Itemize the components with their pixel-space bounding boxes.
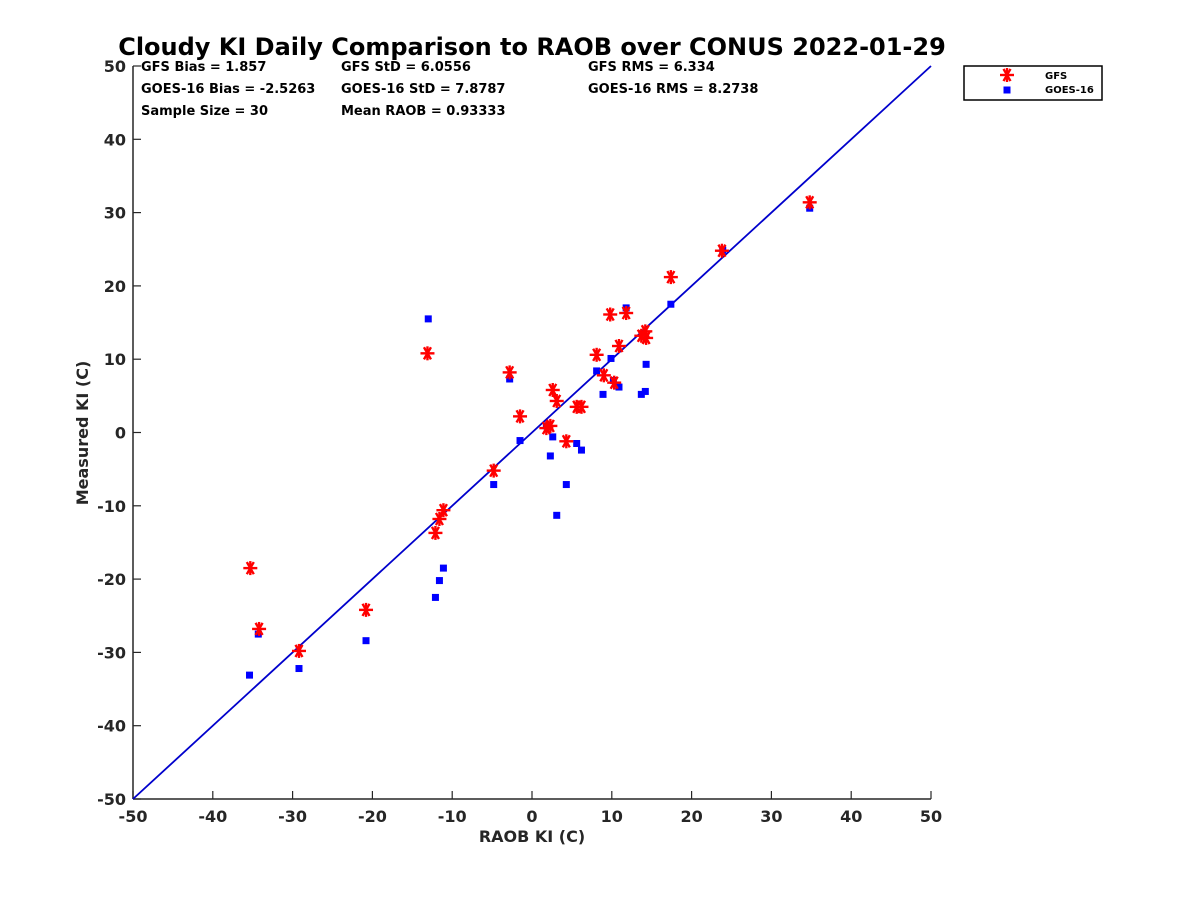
x-tick-label: -50 bbox=[119, 807, 148, 826]
gfs-point bbox=[502, 365, 517, 380]
reference-line-group bbox=[132, 65, 932, 800]
gfs-point bbox=[545, 382, 560, 397]
y-tick-label: 50 bbox=[104, 57, 126, 76]
stat-gfs-bias: GFS Bias = 1.857 bbox=[141, 60, 266, 75]
gfs-point bbox=[639, 330, 654, 345]
goes-16-point bbox=[667, 300, 675, 308]
gfs-point bbox=[543, 418, 558, 433]
legend-goes-symbol bbox=[1003, 86, 1011, 94]
x-tick-label: -40 bbox=[198, 807, 227, 826]
legend-goes-label: GOES-16 bbox=[1045, 85, 1094, 96]
gfs-point bbox=[486, 463, 501, 478]
chart-title: Cloudy KI Daily Comparison to RAOB over … bbox=[118, 33, 946, 61]
series-gfs bbox=[243, 195, 817, 658]
goes-16-point bbox=[549, 433, 557, 441]
x-tick-label: 0 bbox=[526, 807, 537, 826]
gfs-point bbox=[663, 270, 678, 285]
goes-16-point bbox=[577, 446, 585, 454]
stat-goes-std: GOES-16 StD = 7.8787 bbox=[341, 82, 505, 97]
gfs-point bbox=[589, 347, 604, 362]
legend: GFS GOES-16 bbox=[963, 65, 1103, 101]
gfs-point bbox=[714, 243, 729, 258]
gfs-point bbox=[428, 525, 443, 540]
gfs-point bbox=[252, 621, 267, 636]
gfs-point bbox=[574, 399, 589, 414]
goes-16-point bbox=[593, 367, 601, 375]
x-tick-label: 10 bbox=[601, 807, 623, 826]
legend-box bbox=[963, 65, 1103, 101]
gfs-point bbox=[611, 339, 626, 354]
gfs-point bbox=[243, 561, 258, 576]
x-tick-label: -20 bbox=[358, 807, 387, 826]
reference-line bbox=[132, 65, 932, 800]
goes-16-point bbox=[362, 637, 370, 645]
x-tick-label: 50 bbox=[920, 807, 942, 826]
goes-16-point bbox=[439, 564, 447, 572]
y-tick-label: 40 bbox=[104, 130, 126, 149]
y-tick-label: 20 bbox=[104, 277, 126, 296]
goes-16-point bbox=[424, 315, 432, 323]
legend-gfs-symbol bbox=[1000, 68, 1014, 82]
goes-16-point bbox=[516, 437, 524, 445]
legend-goes-marker bbox=[1003, 86, 1011, 94]
stat-goes-bias: GOES-16 Bias = -2.5263 bbox=[141, 82, 315, 97]
gfs-point bbox=[603, 307, 618, 322]
goes-16-point bbox=[562, 481, 570, 489]
y-tick-label: -10 bbox=[97, 497, 126, 516]
goes-16-point bbox=[599, 390, 607, 398]
x-tick-label: 20 bbox=[680, 807, 702, 826]
gfs-point bbox=[291, 643, 306, 658]
x-axis-ticks: -50 -40 -30 -20 -10 0 10 20 30 40 50 bbox=[119, 791, 942, 826]
goes-16-point bbox=[431, 593, 439, 601]
stat-mean-raob: Mean RAOB = 0.93333 bbox=[341, 104, 506, 119]
y-tick-label: -30 bbox=[97, 643, 126, 662]
goes-16-point bbox=[615, 383, 623, 391]
gfs-point bbox=[596, 368, 611, 383]
gfs-point bbox=[436, 503, 451, 518]
legend-gfs-label: GFS bbox=[1045, 71, 1067, 82]
goes-16-point bbox=[490, 481, 498, 489]
y-tick-label: 0 bbox=[115, 424, 126, 443]
goes-16-point bbox=[573, 439, 581, 447]
gfs-point bbox=[607, 375, 622, 390]
gfs-point bbox=[420, 346, 435, 361]
goes-16-point bbox=[641, 387, 649, 395]
y-tick-label: 30 bbox=[104, 204, 126, 223]
goes-16-point bbox=[607, 354, 615, 362]
x-axis-label: RAOB KI (C) bbox=[479, 827, 585, 846]
goes-16-point bbox=[546, 452, 554, 460]
stat-gfs-rms: GFS RMS = 6.334 bbox=[588, 60, 715, 75]
gfs-point bbox=[359, 602, 374, 617]
gfs-point bbox=[559, 434, 574, 449]
y-axis-label: Measured KI (C) bbox=[73, 361, 92, 506]
goes-16-point bbox=[637, 390, 645, 398]
x-tick-label: 40 bbox=[840, 807, 862, 826]
stats-block: GFS Bias = 1.857 GFS StD = 6.0556 GFS RM… bbox=[141, 60, 758, 119]
x-tick-label: -10 bbox=[438, 807, 467, 826]
goes-16-point bbox=[435, 577, 443, 585]
gfs-point bbox=[619, 306, 634, 321]
gfs-point bbox=[513, 409, 528, 424]
y-tick-label: -50 bbox=[97, 790, 126, 809]
stat-goes-rms: GOES-16 RMS = 8.2738 bbox=[588, 82, 758, 97]
legend-gfs-marker bbox=[1000, 68, 1014, 82]
x-tick-label: 30 bbox=[760, 807, 782, 826]
y-tick-label: -40 bbox=[97, 717, 126, 736]
goes-16-point bbox=[553, 511, 561, 519]
goes-16-point bbox=[642, 360, 650, 368]
y-axis-ticks: -50 -40 -30 -20 -10 0 10 20 30 40 50 bbox=[97, 57, 141, 809]
stat-gfs-std: GFS StD = 6.0556 bbox=[341, 60, 471, 75]
stat-sample-size: Sample Size = 30 bbox=[141, 104, 268, 119]
y-tick-label: 10 bbox=[104, 350, 126, 369]
gfs-point bbox=[549, 393, 564, 408]
gfs-point bbox=[802, 195, 817, 210]
goes-16-point bbox=[246, 671, 254, 679]
goes-16-point bbox=[295, 665, 303, 673]
x-tick-label: -30 bbox=[278, 807, 307, 826]
y-tick-label: -20 bbox=[97, 570, 126, 589]
series-group bbox=[243, 195, 817, 679]
